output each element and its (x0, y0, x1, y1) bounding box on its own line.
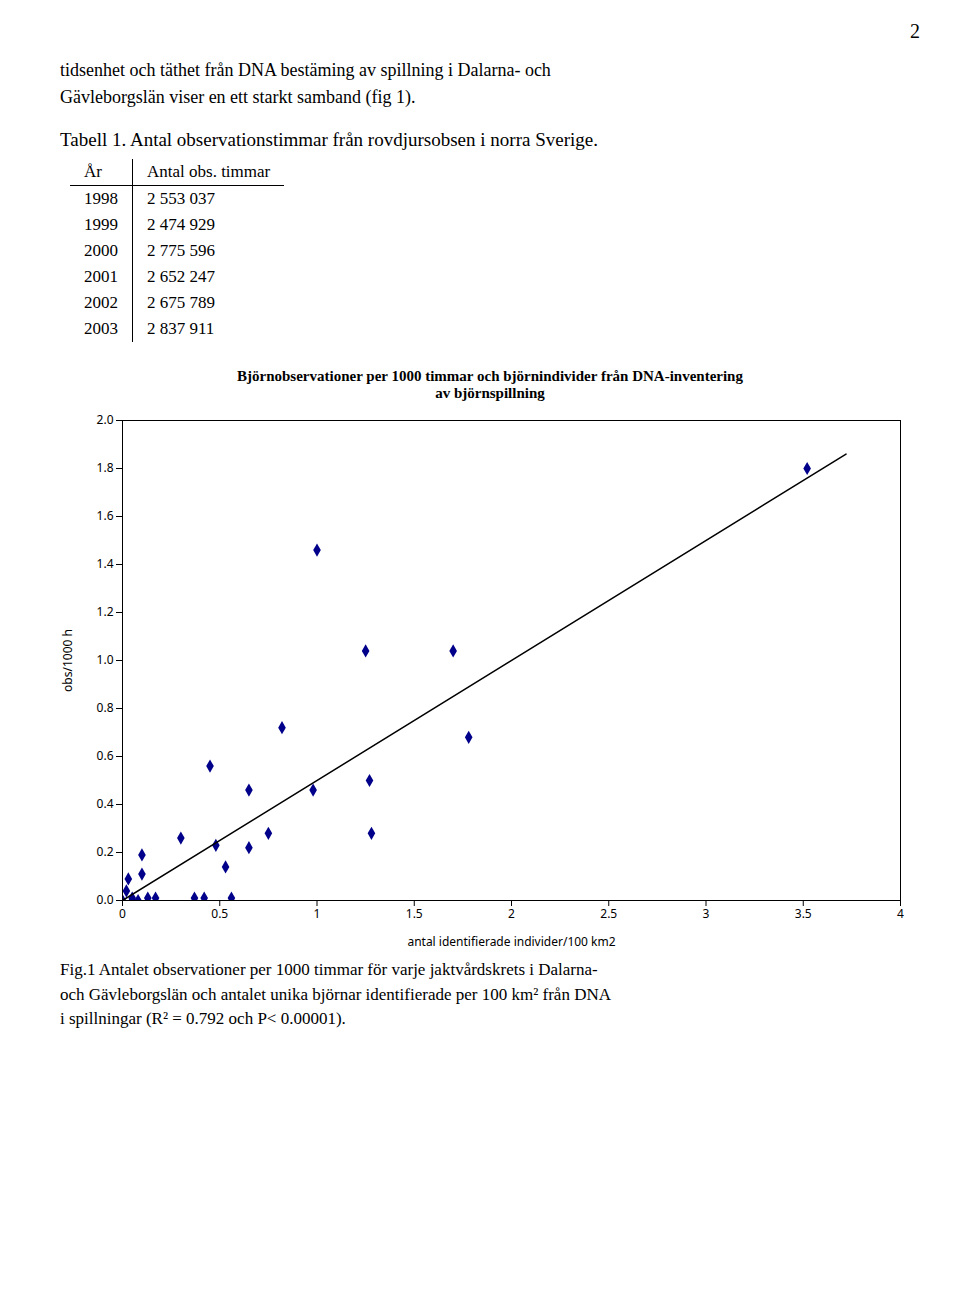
svg-text:0.6: 0.6 (97, 747, 114, 764)
svg-text:0.5: 0.5 (211, 905, 228, 922)
html-text:Björnobservationer per 1000 ti: Björnobservationer per 1000 timmar och b… (237, 368, 743, 384)
svg-text:obs/1000 h: obs/1000 h (60, 629, 76, 692)
html-text:och Gävleborgslän och antalet: och Gävleborgslän och antalet unika björ… (60, 984, 611, 1004)
svg-text:1.8: 1.8 (97, 459, 114, 476)
svg-text:1.5: 1.5 (406, 905, 423, 922)
html-text:Antal obs. timmar: Antal obs. timmar (147, 162, 271, 181)
svg-text:antal identifierade individer/: antal identifierade individer/100 km2 (407, 933, 615, 949)
svg-text:2.0: 2.0 (97, 411, 114, 428)
svg-text:0.4: 0.4 (97, 795, 114, 812)
html-text:Gävleborgslän viser en ett sta: Gävleborgslän viser en ett starkt samban… (60, 87, 416, 107)
svg-text:1.0: 1.0 (97, 651, 114, 668)
svg-text:1: 1 (314, 905, 321, 922)
html-text:2 837 911: 2 837 911 (147, 319, 215, 338)
html-text:2 652 247: 2 652 247 (147, 267, 215, 286)
svg-text:0.0: 0.0 (97, 891, 114, 908)
html-text:2 474 929: 2 474 929 (147, 215, 215, 234)
html-text:År: År (84, 162, 102, 181)
html-text:2002: 2002 (84, 293, 118, 312)
html-text:2 775 596: 2 775 596 (147, 241, 215, 260)
svg-text:0.8: 0.8 (97, 699, 114, 716)
html-text:tidsenhet och täthet från DNA: tidsenhet och täthet från DNA bestäming … (60, 60, 551, 80)
html-text:Tabell 1. Antal observationsti: Tabell 1. Antal observationstimmar från … (60, 129, 598, 150)
svg-text:1.6: 1.6 (97, 507, 114, 524)
html-text:2: 2 (910, 20, 920, 42)
svg-text:3: 3 (703, 905, 710, 922)
html-text:2000: 2000 (84, 241, 118, 260)
html-text:i spillningar (R² = 0.792 och: i spillningar (R² = 0.792 och P< 0.00001… (60, 1009, 346, 1029)
svg-text:1.4: 1.4 (97, 555, 114, 572)
svg-text:1.2: 1.2 (97, 603, 114, 620)
html-text:2003: 2003 (84, 319, 118, 338)
svg-text:2.5: 2.5 (600, 905, 617, 922)
html-text:Fig.1 Antalet observationer pe: Fig.1 Antalet observationer per 1000 tim… (60, 960, 598, 979)
html-text:1999: 1999 (84, 215, 118, 234)
svg-text:0.2: 0.2 (97, 843, 114, 860)
html-text:av björnspillning: av björnspillning (435, 385, 545, 401)
svg-text:4: 4 (897, 905, 904, 922)
svg-text:2: 2 (508, 905, 515, 922)
html-text:1998: 1998 (84, 189, 118, 208)
svg-text:0: 0 (119, 905, 126, 922)
html-text:2 553 037: 2 553 037 (147, 189, 215, 208)
html-text:2 675 789: 2 675 789 (147, 293, 215, 312)
html-text:2001: 2001 (84, 267, 118, 286)
svg-text:3.5: 3.5 (795, 905, 812, 922)
